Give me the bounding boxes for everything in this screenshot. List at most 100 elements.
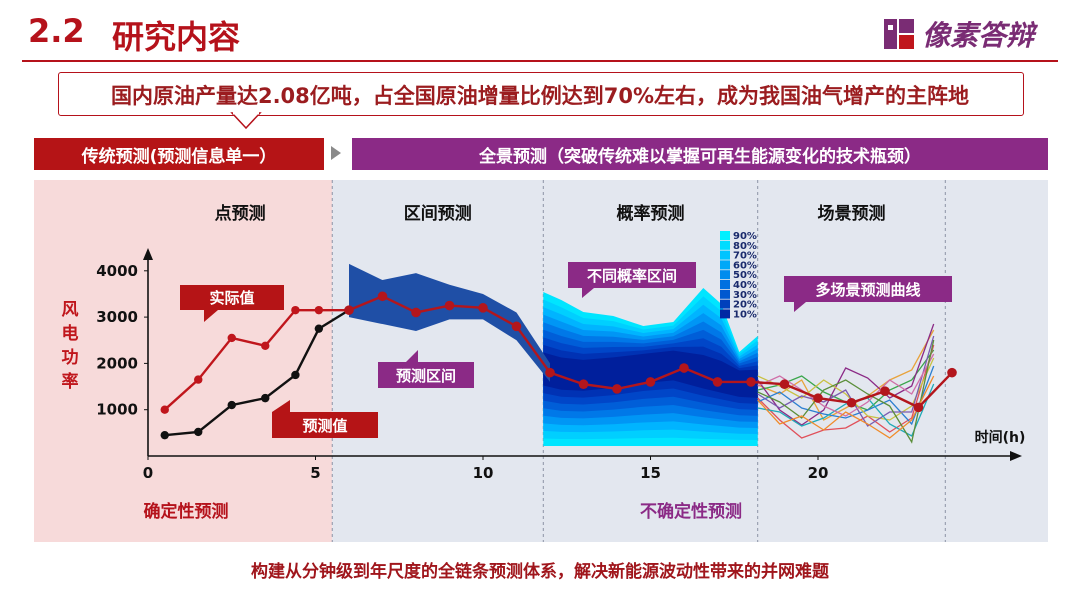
callout-probability-label: 不同概率区间 (587, 267, 677, 285)
data-point (314, 324, 324, 333)
title-underline (22, 60, 1058, 62)
data-point (712, 377, 723, 387)
probability-legend-label: 20% (733, 300, 757, 311)
data-point (291, 305, 300, 315)
scenario-line (757, 365, 935, 426)
logo-text: 像素答辩 (922, 19, 1035, 52)
probability-legend-swatch (720, 280, 730, 289)
x-tick-label: 20 (808, 464, 829, 482)
chart-axes: 1000 2000 3000 4000 0 5 10 15 20 (96, 248, 1022, 482)
probability-legend-label: 90% (733, 231, 757, 242)
callout-interval-label: 预测区间 (396, 367, 456, 385)
data-point (612, 384, 622, 394)
y-tick-label: 1000 (96, 401, 138, 419)
data-point (779, 379, 790, 390)
y-tick-label: 2000 (96, 354, 138, 372)
probability-legend-label: 70% (733, 251, 757, 262)
probability-legend-label: 60% (733, 260, 757, 271)
x-tick-label: 0 (143, 464, 153, 482)
data-point (377, 291, 388, 302)
data-point (679, 363, 689, 373)
probability-legend-swatch (720, 250, 730, 260)
data-point (344, 305, 354, 315)
data-point (880, 386, 890, 396)
data-point (291, 370, 300, 380)
data-point (478, 303, 488, 313)
data-point (261, 393, 270, 403)
data-point (411, 307, 421, 318)
arrow-right-icon (331, 146, 341, 160)
logo-mark-icon (884, 19, 914, 49)
x-tick-label: 10 (473, 464, 494, 482)
callout-actual-label: 实际值 (209, 289, 254, 307)
y-axis-label: 风电功率 (62, 300, 79, 392)
panoramic-forecast-bar: 全景预测（突破传统难以掌握可再生能源变化的技术瓶颈） (352, 138, 1048, 170)
x-axis-arrow-icon (1010, 451, 1022, 461)
probability-legend-swatch (720, 299, 730, 309)
scenario-line (757, 335, 935, 427)
data-point (511, 321, 522, 332)
region-title: 区间预测 (404, 203, 472, 224)
data-point (314, 305, 324, 315)
probability-legend-swatch (720, 270, 730, 280)
forecast-interval-band (349, 263, 550, 382)
region-titles: 点预测 区间预测 概率预测 场景预测 (215, 203, 886, 224)
probability-legend-label: 30% (733, 290, 757, 301)
callout-interval: 预测区间 (378, 350, 474, 388)
logo: 像素答辩 (882, 14, 1034, 54)
data-point (746, 377, 756, 387)
probability-legend-label: 80% (733, 241, 757, 252)
forecast-chart: 点预测 区间预测 概率预测 场景预测 1000 2000 3000 4000 0 5 10 15 20… (34, 180, 1048, 542)
callout-pointer-icon (230, 112, 262, 130)
probability-legend-swatch (720, 240, 730, 250)
data-point (545, 367, 555, 378)
certain-forecast-label: 确定性预测 (144, 501, 229, 522)
point-forecast-region-bg (34, 180, 333, 542)
data-point (160, 430, 169, 440)
scenario-line (757, 344, 935, 439)
traditional-forecast-bar: 传统预测(预测信息单一） (34, 138, 324, 170)
probability-legend-swatch (720, 289, 730, 299)
scenario-line (757, 357, 935, 421)
series-points (160, 291, 957, 440)
data-point (160, 405, 169, 414)
scenario-lines (757, 323, 935, 444)
data-point (947, 367, 957, 378)
scenario-line (757, 375, 935, 439)
callout-scenario: 多场景预测曲线 (784, 276, 952, 312)
data-point (194, 427, 203, 437)
scenario-line (757, 339, 935, 444)
callout-forecast: 预测值 (272, 400, 378, 438)
data-point (444, 300, 455, 311)
probability-legend-label: 50% (733, 270, 757, 281)
x-tick-label: 5 (310, 464, 320, 482)
probability-legend-label: 10% (733, 309, 757, 320)
section-number: 2.2 (28, 12, 85, 50)
y-tick-label: 3000 (96, 308, 138, 326)
callout-probability: 不同概率区间 (568, 262, 696, 298)
probability-legend: 90%80%70%60%50%40%30%20%10% (720, 231, 757, 320)
data-point (261, 341, 270, 351)
region-title: 概率预测 (617, 203, 685, 224)
data-point (813, 393, 823, 403)
data-point (645, 377, 656, 387)
region-title: 场景预测 (818, 203, 886, 224)
probability-fan (543, 288, 758, 446)
data-point (227, 333, 236, 343)
scenario-line (757, 383, 935, 437)
data-point (578, 379, 589, 390)
data-point (913, 402, 924, 413)
data-point (846, 397, 857, 408)
callout-forecast-label: 预测值 (302, 417, 347, 435)
callout-scenario-label: 多场景预测曲线 (815, 281, 920, 299)
x-axis-label: 时间(h) (975, 429, 1026, 446)
probability-legend-swatch (720, 231, 730, 240)
x-tick-label: 15 (640, 464, 661, 482)
page-title: 研究内容 (112, 18, 241, 56)
probability-legend-swatch (720, 260, 730, 270)
probability-legend-swatch (720, 309, 730, 319)
headline-text: 国内原油产量达2.08亿吨，占全国原油增量比例达到70%左右，成为我国油气增产的… (110, 84, 970, 108)
footer-note: 构建从分钟级到年尺度的全链条预测体系，解决新能源波动性带来的并网难题 (251, 562, 829, 582)
callout-actual: 实际值 (180, 285, 284, 322)
probability-legend-label: 40% (733, 280, 757, 291)
